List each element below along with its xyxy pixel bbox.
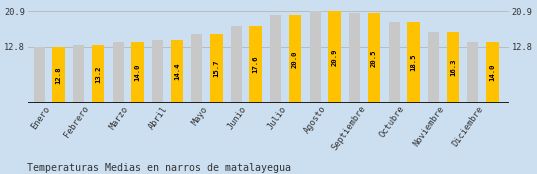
Bar <box>152 40 163 103</box>
Bar <box>171 40 183 103</box>
Bar <box>310 11 321 103</box>
Bar <box>73 45 84 103</box>
Bar <box>52 47 65 103</box>
Bar <box>34 47 45 103</box>
Bar <box>210 34 222 103</box>
Text: 20.9: 20.9 <box>331 48 338 66</box>
Bar <box>467 42 478 103</box>
Text: 16.3: 16.3 <box>450 58 456 76</box>
Text: 17.6: 17.6 <box>253 56 259 73</box>
Bar <box>389 22 400 103</box>
Text: 20.0: 20.0 <box>292 50 298 68</box>
Text: 12.8: 12.8 <box>55 66 62 84</box>
Bar <box>368 13 380 103</box>
Text: 20.5: 20.5 <box>371 49 377 67</box>
Text: 15.7: 15.7 <box>213 60 219 77</box>
Bar <box>486 42 499 103</box>
Text: 14.0: 14.0 <box>489 64 495 81</box>
Bar <box>328 11 341 103</box>
Bar <box>428 32 439 103</box>
Bar <box>191 34 202 103</box>
Text: Temperaturas Medias en narros de matalayegua: Temperaturas Medias en narros de matalay… <box>27 163 291 173</box>
Bar <box>447 32 459 103</box>
Bar <box>407 22 420 103</box>
Text: 13.2: 13.2 <box>95 65 101 83</box>
Text: 14.0: 14.0 <box>134 64 140 81</box>
Bar <box>349 13 360 103</box>
Bar <box>270 15 281 103</box>
Bar <box>131 42 144 103</box>
Bar <box>231 26 242 103</box>
Bar <box>92 45 104 103</box>
Bar <box>289 15 301 103</box>
Text: 18.5: 18.5 <box>410 54 416 71</box>
Bar <box>113 42 124 103</box>
Bar <box>249 26 262 103</box>
Text: 14.4: 14.4 <box>174 63 180 80</box>
